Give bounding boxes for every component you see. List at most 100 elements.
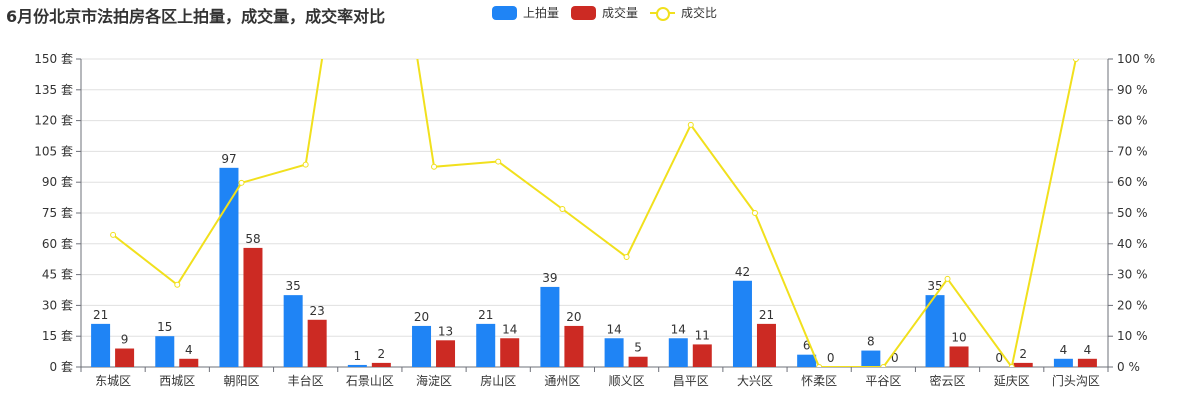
ratio-series (110, 57, 1079, 370)
ratio-point[interactable] (431, 163, 438, 170)
bar-listed (604, 338, 624, 367)
bar-sold-label: 5 (634, 341, 642, 355)
x-axis-tick-label: 房山区 (480, 373, 516, 388)
chart-title: 6月份北京市法拍房各区上拍量，成交量，成交率对比 (6, 7, 386, 26)
legend-label-listed: 上拍量 (523, 6, 560, 20)
x-axis-tick-label: 怀柔区 (801, 374, 837, 388)
bar-sold-label: 4 (1084, 343, 1092, 357)
bar-sold (1077, 358, 1097, 367)
ratio-point[interactable] (302, 161, 309, 168)
ratio-point[interactable] (751, 210, 758, 216)
y-left-tick-label: 105 套 (34, 144, 73, 158)
y-left-tick-label: 120 套 (34, 114, 73, 128)
y-left-tick-label: 0 套 (50, 360, 73, 374)
ratio-point[interactable] (1008, 364, 1015, 370)
bar-listed (668, 338, 688, 367)
y-right-tick-label: 50 % (1117, 206, 1148, 220)
legend-item-listed[interactable]: 上拍量 (492, 4, 559, 21)
bar-listed (861, 350, 881, 367)
bar-listed-label: 14 (671, 322, 686, 336)
bar-listed (219, 167, 239, 367)
x-axis-tick-label: 东城区 (95, 374, 131, 388)
bar-sold-label: 14 (502, 322, 517, 336)
bar-listed (155, 336, 175, 367)
ratio-point[interactable] (816, 364, 823, 370)
bar-listed (347, 364, 367, 367)
x-axis-tick-label: 密云区 (930, 373, 966, 388)
bar-sold (564, 325, 584, 367)
legend-swatch-ratio (650, 6, 676, 21)
bar-listed-label: 21 (478, 308, 493, 322)
ratio-point[interactable] (687, 121, 694, 128)
bar-sold-label: 9 (121, 333, 129, 347)
bar-listed (797, 354, 817, 367)
bar-listed (412, 325, 432, 367)
ratio-line (112, 59, 1077, 367)
bar-sold (500, 338, 520, 367)
x-axis-tick-label: 丰台区 (288, 373, 324, 388)
bar-sold (949, 346, 969, 367)
y-right-tick-label: 80 % (1117, 114, 1148, 128)
bar-sold (115, 348, 135, 367)
bar-listed-label: 1 (354, 349, 362, 363)
bar-sold (756, 323, 776, 367)
y-right-tick-label: 100 % (1117, 52, 1155, 66)
ratio-point[interactable] (495, 158, 502, 165)
bar-listed-label: 8 (867, 335, 875, 349)
legend-item-ratio[interactable]: 成交比 (650, 4, 717, 21)
bar-listed-label: 4 (1060, 343, 1068, 357)
x-axis-tick-label: 大兴区 (737, 374, 773, 388)
bar-listed (1053, 358, 1073, 367)
ratio-point[interactable] (1072, 57, 1079, 62)
y-left-tick-label: 135 套 (34, 83, 73, 97)
y-right-tick-label: 40 % (1117, 237, 1148, 251)
y-left-tick-label: 75 套 (42, 206, 73, 220)
bar-listed-label: 35 (286, 279, 301, 293)
ratio-point[interactable] (238, 179, 245, 186)
x-axis-tick-label: 顺义区 (609, 374, 645, 388)
y-left-tick-label: 60 套 (42, 237, 73, 251)
bar-listed-label: 20 (414, 310, 429, 324)
bar-listed (925, 295, 945, 367)
bar-listed (540, 286, 560, 367)
bar-listed-label: 14 (606, 322, 621, 336)
x-axis-tick-label: 昌平区 (673, 374, 709, 388)
y-left-tick-label: 30 套 (42, 298, 73, 312)
ratio-point[interactable] (623, 254, 630, 261)
bar-sold-label: 10 (951, 330, 966, 344)
ratio-point[interactable] (559, 205, 566, 212)
ratio-point[interactable] (174, 281, 181, 288)
legend-item-sold[interactable]: 成交量 (571, 4, 638, 21)
legend-label-sold: 成交量 (602, 6, 639, 20)
ratio-point[interactable] (110, 231, 117, 238)
bar-sold-label: 11 (695, 328, 710, 342)
bar-listed (283, 295, 303, 367)
y-right-tick-label: 0 % (1117, 360, 1140, 374)
bar-listed-label: 15 (157, 320, 172, 334)
y-right-tick-label: 20 % (1117, 298, 1148, 312)
x-axis-tick-label: 延庆区 (994, 374, 1030, 388)
ratio-point[interactable] (944, 275, 951, 282)
bar-listed-label: 39 (542, 271, 557, 285)
bar-listed (91, 323, 111, 367)
bar-sold-label: 0 (891, 351, 899, 365)
y-right-tick-label: 10 % (1117, 329, 1148, 343)
y-right-tick-label: 70 % (1117, 144, 1148, 158)
bar-sold-label: 58 (245, 232, 260, 246)
bar-sold-label: 4 (185, 343, 193, 357)
y-left-tick-label: 45 套 (42, 268, 73, 282)
bar-sold-label: 21 (759, 308, 774, 322)
bar-listed-label: 97 (221, 152, 236, 166)
bar-sold (436, 340, 456, 367)
bar-listed-label: 35 (927, 279, 942, 293)
ratio-point[interactable] (880, 364, 887, 370)
legend-label-ratio: 成交比 (681, 6, 718, 20)
y-left-tick-label: 150 套 (34, 52, 73, 66)
bar-sold-label: 23 (310, 304, 325, 318)
bar-listed (476, 323, 496, 367)
y-left-tick-label: 90 套 (42, 175, 73, 189)
bar-sold-label: 2 (1019, 347, 1027, 361)
y-left-tick-label: 15 套 (42, 329, 73, 343)
bar-sold (692, 344, 712, 367)
